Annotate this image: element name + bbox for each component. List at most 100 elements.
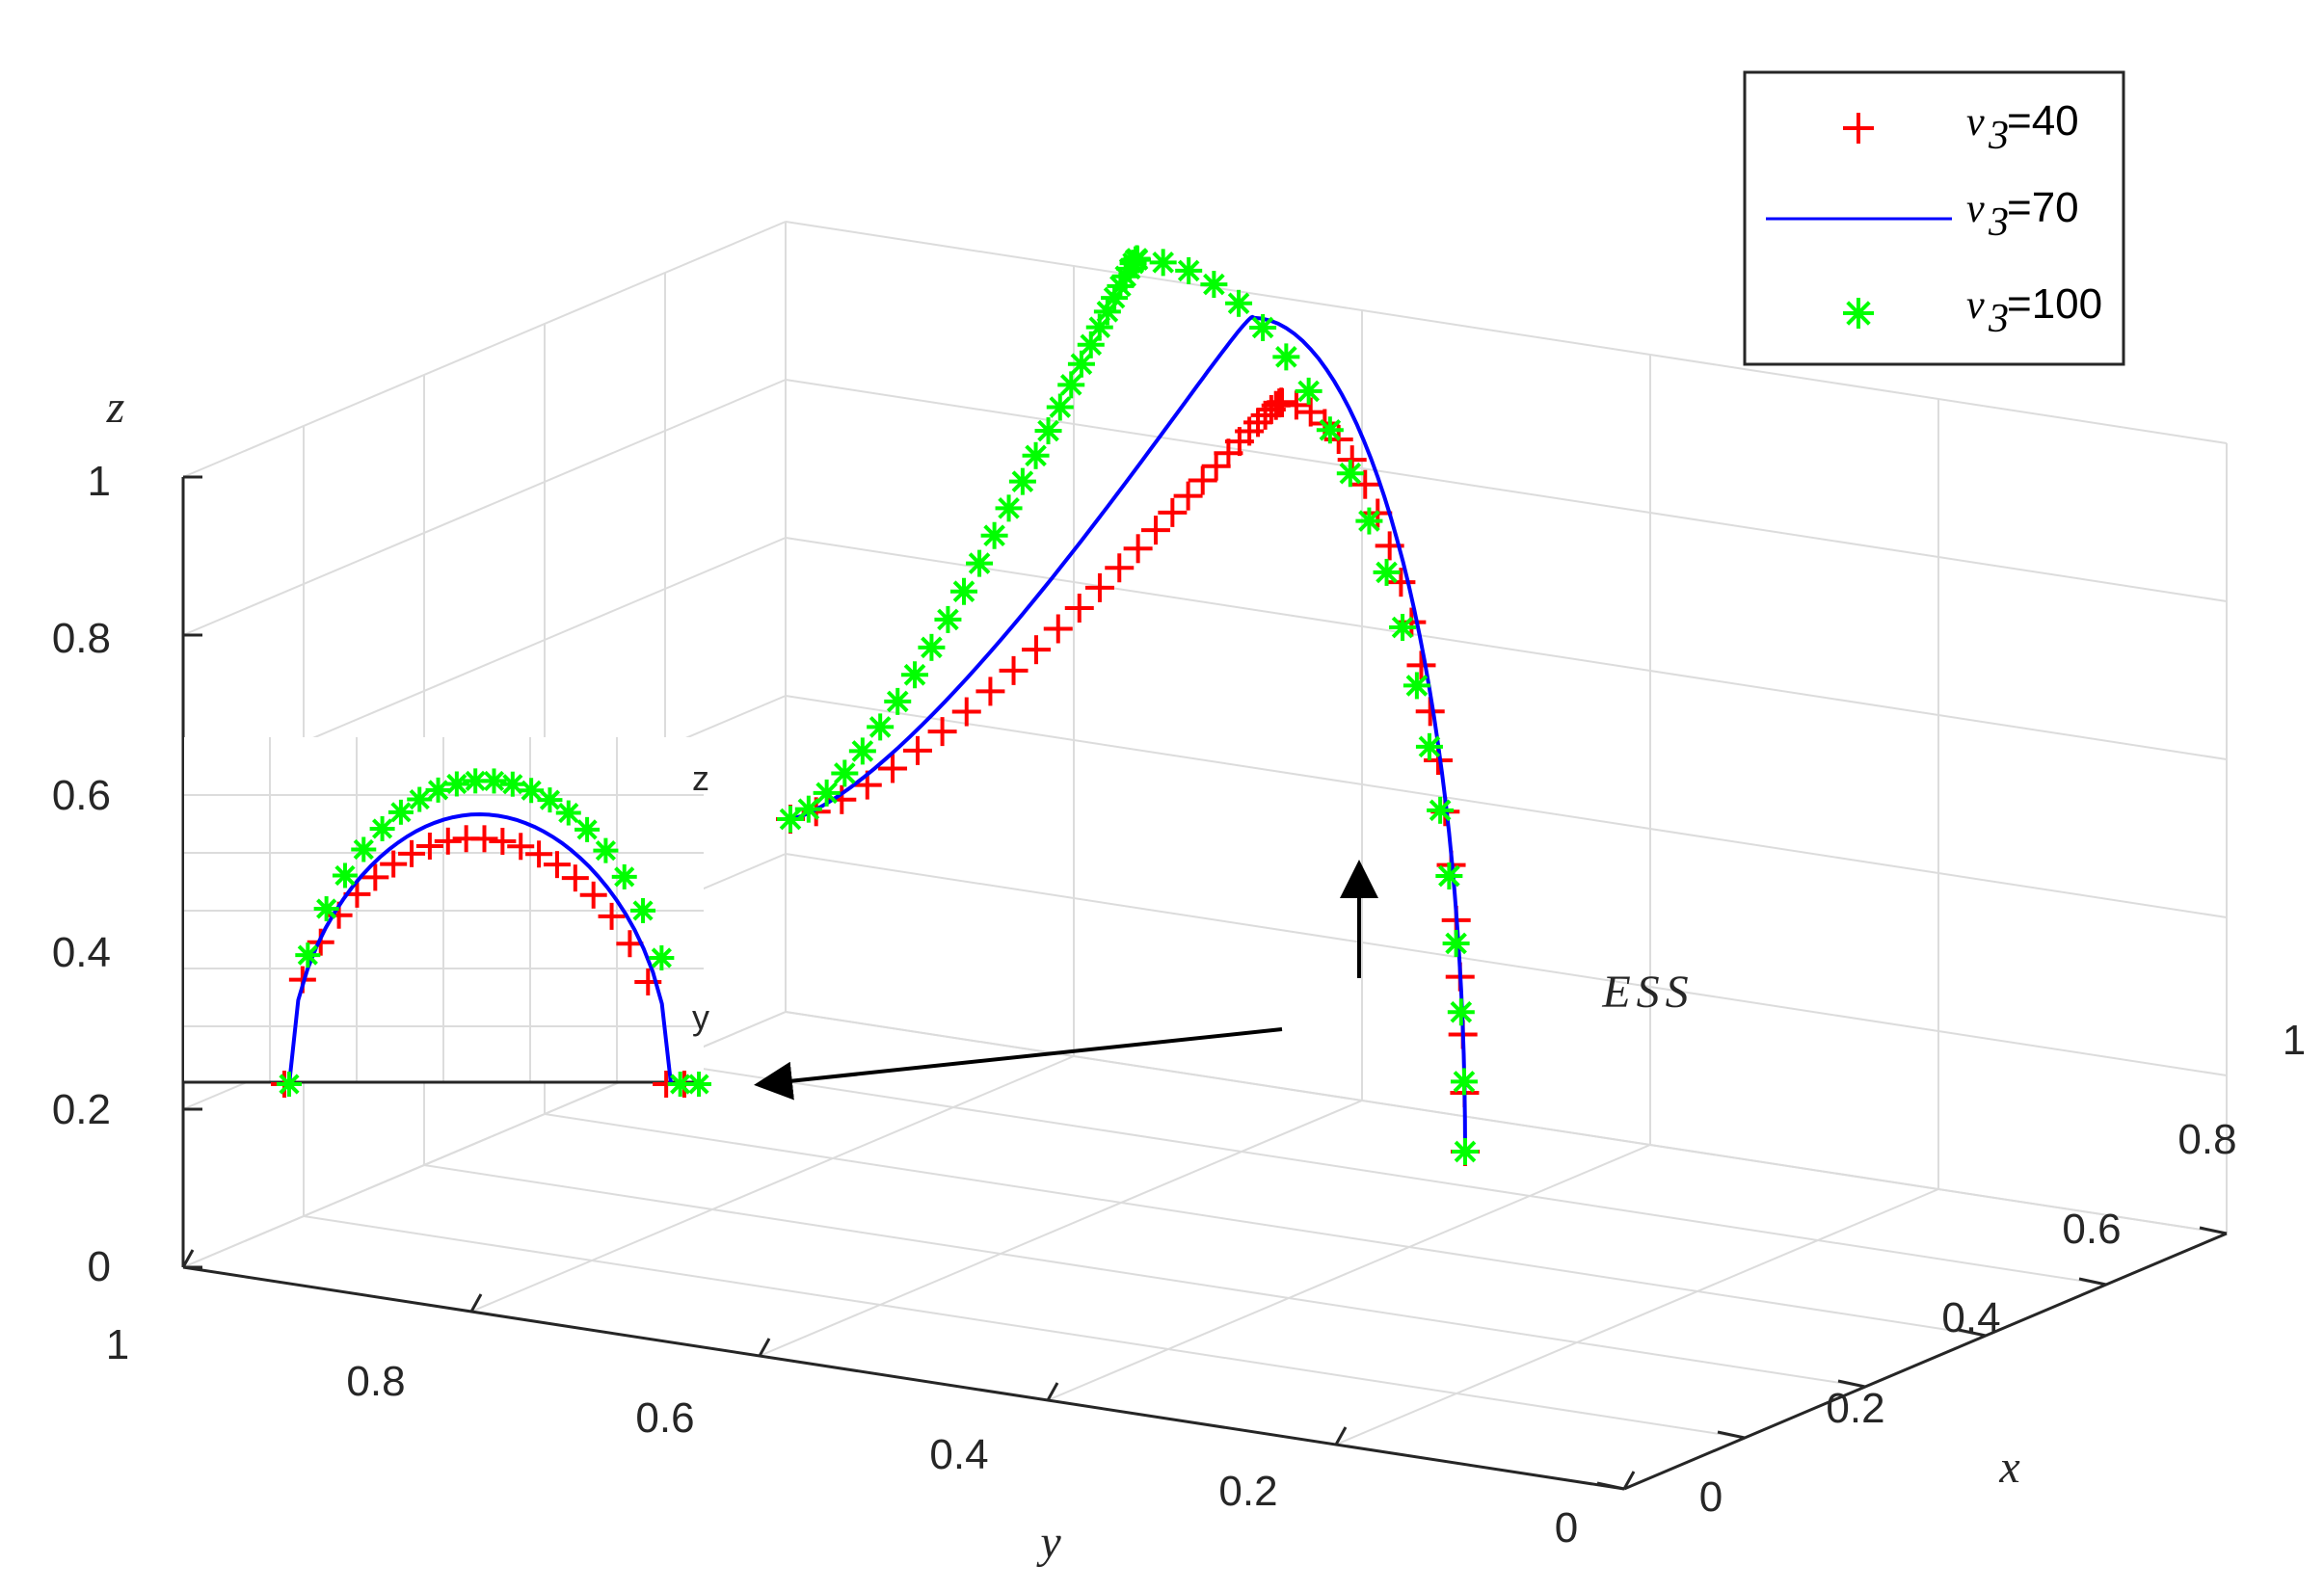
star-marker — [1389, 614, 1417, 642]
y-tick-mark — [758, 1338, 771, 1357]
y-tick: 1 — [106, 1321, 129, 1368]
star-marker — [277, 1072, 302, 1097]
legend-label: =40 — [2007, 97, 2079, 145]
star-marker — [407, 786, 433, 812]
plus-marker — [1141, 516, 1171, 545]
x-axis-ticks: 0 0.2 0.4 0.6 0.8 1 — [1699, 1017, 2306, 1521]
star-marker — [1067, 350, 1095, 378]
star-marker — [686, 1072, 711, 1097]
legend-subscript: 3 — [1988, 200, 2009, 245]
star-marker — [387, 799, 414, 825]
grid-line — [759, 1100, 1363, 1357]
plus-marker — [507, 833, 535, 861]
star-marker — [918, 633, 946, 661]
legend-subscript: 3 — [1988, 297, 2009, 341]
y-tick: 0 — [1555, 1504, 1578, 1552]
star-marker — [966, 549, 994, 577]
plus-marker — [361, 863, 389, 891]
plus-marker — [902, 735, 932, 765]
grid-line — [785, 695, 2228, 918]
star-marker — [555, 800, 581, 826]
star-marker — [1452, 1138, 1479, 1165]
plus-marker — [1064, 594, 1094, 624]
star-marker — [950, 577, 977, 605]
plus-marker — [975, 677, 1005, 706]
x-tick-mark — [1837, 1379, 1866, 1389]
star-marker — [1124, 246, 1151, 274]
legend-label: =100 — [2007, 280, 2102, 328]
plus-marker — [415, 832, 443, 860]
star-marker — [443, 771, 469, 797]
plus-marker — [470, 825, 498, 853]
plus-marker — [927, 717, 957, 747]
legend-symbol: v — [1966, 187, 1985, 231]
z-tick: 0.6 — [52, 772, 111, 819]
plus-marker — [1043, 614, 1073, 644]
star-marker — [1450, 1068, 1478, 1096]
plus-marker — [1350, 469, 1380, 499]
z-axis-label: z — [106, 382, 125, 433]
star-marker — [980, 521, 1008, 549]
legend-subscript: 3 — [1988, 114, 2009, 158]
star-marker — [611, 863, 637, 889]
plus-marker — [489, 828, 517, 856]
star-marker — [593, 837, 619, 863]
x-axis-line — [1623, 1232, 2228, 1491]
star-marker — [934, 605, 962, 633]
star-marker — [425, 777, 451, 803]
legend-label: =70 — [2007, 184, 2079, 231]
star-marker — [667, 1072, 693, 1097]
series-main — [776, 245, 1480, 1166]
plus-marker — [434, 827, 462, 855]
grid-line — [544, 1113, 1987, 1337]
y-tick-mark — [1622, 1471, 1636, 1490]
y-tick: 0.2 — [1218, 1468, 1277, 1515]
inset-series-line — [287, 811, 689, 1086]
plus-marker — [543, 851, 571, 879]
x-tick: 0.4 — [1941, 1294, 2000, 1341]
star-marker — [1175, 256, 1203, 284]
y-axis-label: y — [1035, 1517, 1061, 1568]
grid-line — [785, 379, 2228, 602]
x-tick: 0.6 — [2062, 1206, 2121, 1253]
star-marker — [1008, 467, 1036, 495]
plus-marker — [598, 902, 626, 930]
plus-marker — [1243, 408, 1273, 438]
legend-marker-star — [1843, 298, 1874, 329]
star-marker — [313, 896, 339, 922]
y-tick-mark — [181, 1249, 195, 1268]
plus-marker — [1188, 465, 1217, 495]
z-tick: 0.4 — [52, 929, 111, 976]
arrow-to-inset — [754, 1027, 1283, 1101]
x-tick-mark — [2078, 1277, 2107, 1287]
star-marker — [813, 779, 841, 807]
star-marker — [1249, 313, 1277, 341]
x-axis-label: x — [1998, 1442, 2019, 1493]
inset-y-label: y — [692, 997, 709, 1037]
star-marker — [295, 942, 321, 968]
star-marker — [1225, 289, 1253, 317]
x-tick-mark — [1596, 1481, 1625, 1491]
plus-marker — [1158, 497, 1188, 527]
plus-marker — [1084, 572, 1114, 602]
plus-marker — [1105, 553, 1135, 583]
plus-marker — [398, 839, 426, 867]
y-tick: 0.8 — [346, 1358, 405, 1405]
x-tick: 1 — [2283, 1017, 2306, 1064]
legend-entry-70: v 3 =70 — [1766, 184, 2079, 245]
series-inset — [271, 768, 711, 1098]
y-tick-mark — [469, 1293, 483, 1313]
y-tick-mark — [1046, 1382, 1059, 1401]
x-tick-mark — [1958, 1328, 1987, 1338]
star-marker — [519, 778, 545, 804]
star-marker — [1046, 393, 1074, 421]
grid-line — [664, 1062, 2107, 1286]
star-marker — [630, 897, 656, 923]
plus-marker — [1022, 635, 1051, 665]
star-marker — [574, 816, 601, 842]
star-marker — [1295, 377, 1322, 405]
star-marker — [1272, 343, 1300, 371]
star-marker — [1435, 862, 1463, 890]
z-tick: 0.8 — [52, 615, 111, 662]
